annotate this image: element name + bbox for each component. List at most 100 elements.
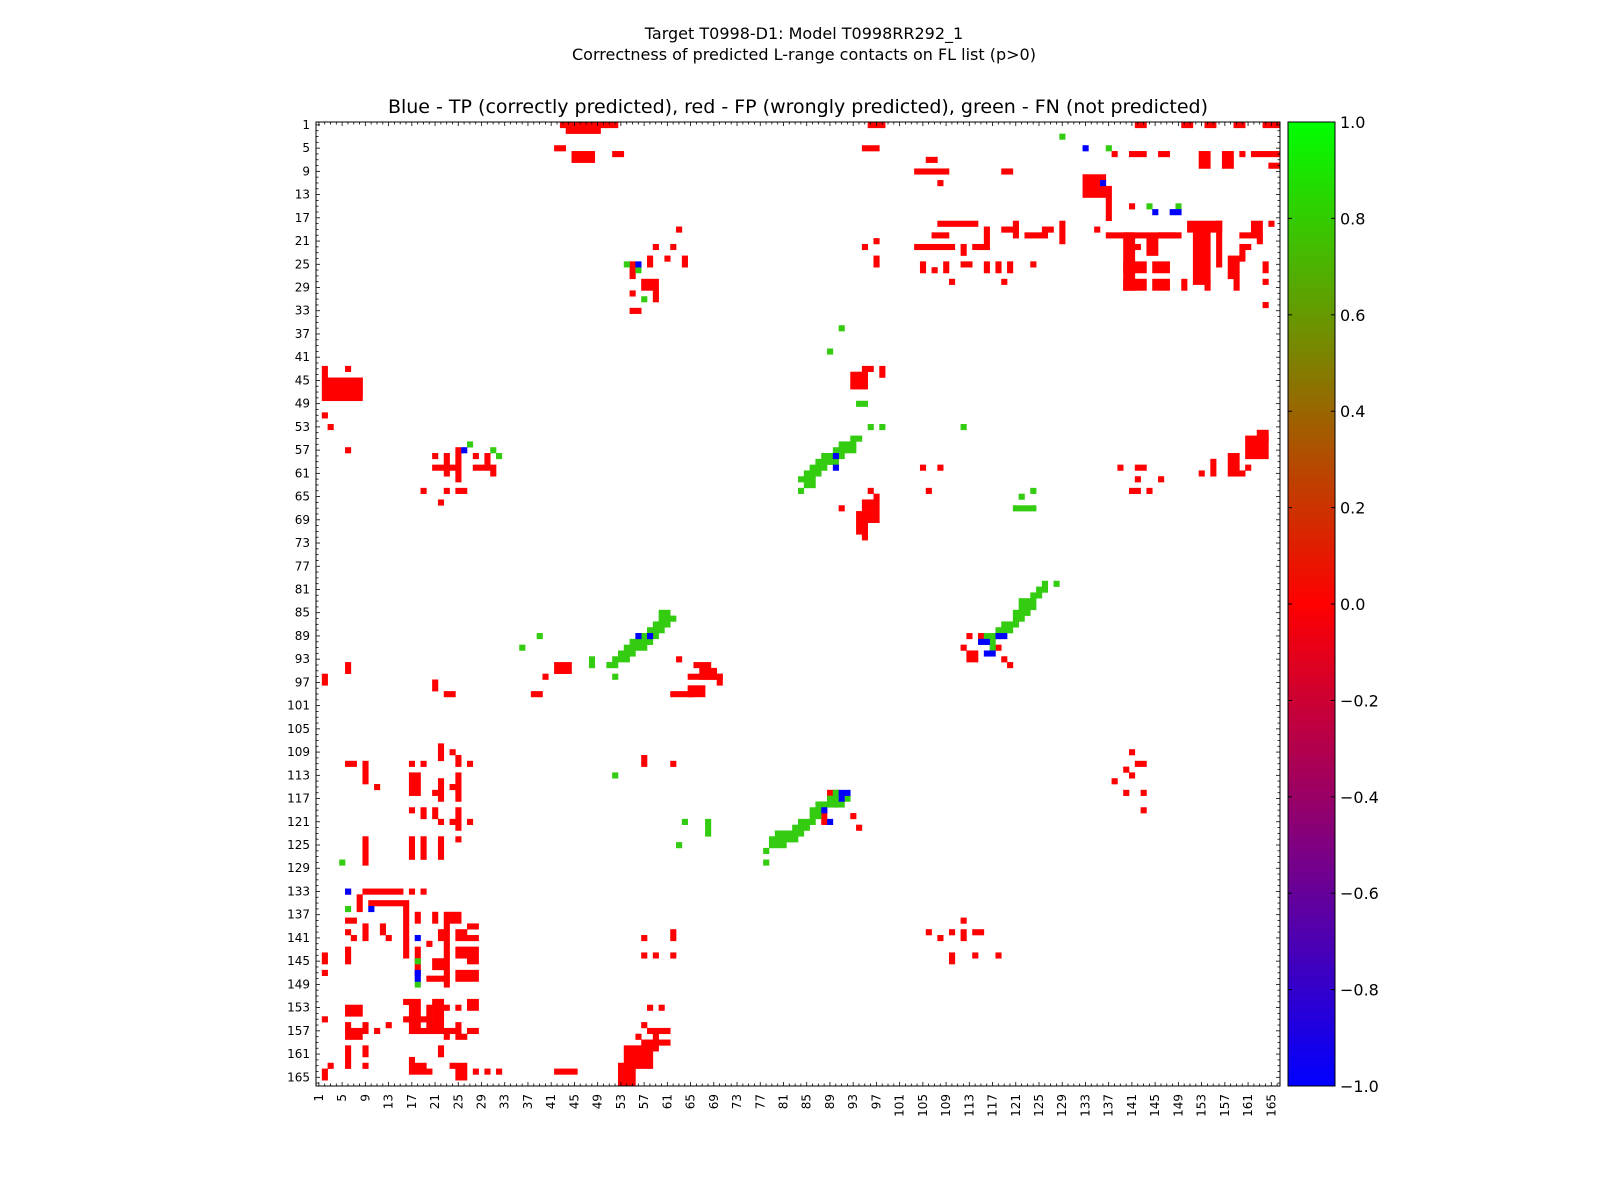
cell-fp	[385, 935, 392, 942]
cell-fp	[432, 958, 445, 971]
x-tick-label: 101	[893, 1094, 907, 1117]
colorbar-tick-label: −1.0	[1340, 1077, 1379, 1096]
cell-fn	[490, 447, 497, 454]
cell-fn	[838, 441, 857, 448]
cell-fp	[362, 1045, 369, 1058]
cell-tp	[838, 795, 845, 802]
cell-fp	[408, 807, 416, 814]
cell-fn	[763, 859, 770, 866]
cell-fp	[1152, 261, 1170, 274]
cell-fp	[647, 1004, 654, 1011]
y-tick-label: 165	[287, 1070, 310, 1084]
y-tick-label: 57	[295, 443, 310, 457]
cell-fp	[861, 534, 868, 541]
cell-fn	[1053, 580, 1060, 587]
cell-fp	[449, 818, 456, 825]
cell-fp	[1024, 232, 1049, 239]
cell-fp	[861, 243, 868, 251]
cell-fp	[676, 226, 683, 233]
cell-fp	[658, 1039, 671, 1046]
x-tick-label: 145	[1148, 1094, 1162, 1117]
y-tick-label: 61	[295, 466, 310, 480]
cell-fp	[490, 470, 497, 477]
x-tick-label: 1	[312, 1094, 326, 1102]
cell-fn	[496, 453, 503, 460]
cell-fp	[960, 917, 967, 924]
cell-fp	[856, 511, 880, 523]
y-tick-label: 145	[287, 954, 310, 968]
cell-fn	[617, 650, 636, 657]
y-tick-label: 93	[295, 652, 310, 666]
cell-fp	[455, 946, 468, 959]
cell-fn	[1175, 203, 1182, 210]
cell-fp	[1245, 243, 1252, 251]
y-tick-label: 133	[287, 884, 310, 898]
y-tick-label: 85	[295, 606, 310, 620]
cell-fp	[554, 662, 572, 674]
colorbar-tick-label: 0.8	[1340, 209, 1365, 228]
cell-fp	[571, 151, 596, 163]
cell-fn	[623, 644, 648, 651]
cell-fn	[809, 464, 828, 471]
cell-fp	[1239, 151, 1246, 158]
cell-fp	[1239, 243, 1246, 262]
cell-fn	[856, 400, 868, 407]
cell-fn	[792, 824, 810, 831]
cell-fp	[432, 998, 445, 1029]
cell-fp	[629, 261, 636, 280]
cell-fp	[1140, 807, 1147, 814]
cell-fp	[449, 784, 456, 791]
cell-fp	[455, 754, 462, 767]
cell-fp	[472, 453, 479, 460]
cell-fp	[1262, 261, 1269, 274]
cell-fn	[827, 348, 834, 355]
y-tick-label: 73	[295, 536, 310, 550]
cell-fp	[374, 784, 381, 791]
colorbar-tick-label: 0.6	[1340, 306, 1365, 325]
cell-fp	[437, 818, 445, 825]
cell-fp	[1221, 151, 1234, 169]
y-tick-label: 5	[302, 141, 310, 155]
cell-fp	[455, 1033, 468, 1040]
cell-fp	[466, 998, 479, 1011]
cell-fn	[647, 627, 665, 634]
cell-fp	[1233, 122, 1246, 129]
x-tick-label: 17	[405, 1094, 419, 1109]
cell-fp	[455, 969, 468, 982]
y-tick-label: 129	[287, 861, 310, 875]
cell-tp	[995, 633, 1008, 640]
cell-fp	[861, 145, 880, 152]
cell-fp	[1111, 151, 1118, 158]
x-tick-label: 97	[869, 1094, 883, 1109]
cell-fp	[362, 1062, 369, 1069]
y-tick-label: 81	[295, 582, 310, 596]
cell-fp	[1192, 232, 1211, 285]
cell-fp	[1140, 789, 1147, 796]
cell-fp	[914, 243, 944, 251]
x-tick-label: 5	[335, 1094, 349, 1102]
cell-fp	[362, 836, 369, 866]
cell-fn	[1105, 145, 1112, 152]
cell-fn	[641, 296, 648, 303]
cell-fn	[1018, 493, 1025, 500]
cell-fn	[1036, 586, 1049, 593]
cell-fp	[1233, 278, 1240, 291]
cell-fn	[850, 435, 863, 442]
cell-fn	[832, 447, 857, 454]
cell-fn	[339, 859, 346, 866]
x-tick-label: 89	[823, 1094, 837, 1109]
cell-fp	[838, 505, 845, 512]
cell-fp	[1256, 238, 1263, 245]
cell-fp	[345, 447, 352, 454]
cell-tp	[1152, 209, 1159, 216]
cell-fp	[1268, 220, 1275, 227]
cell-fp	[362, 923, 369, 942]
cell-fp	[356, 377, 363, 396]
cell-tp	[978, 638, 990, 645]
cell-fp	[670, 952, 677, 959]
cell-fp	[437, 836, 445, 860]
cell-fn	[345, 905, 352, 913]
cell-fp	[1250, 151, 1280, 158]
cell-fp	[972, 243, 990, 251]
cell-tp	[461, 447, 468, 454]
